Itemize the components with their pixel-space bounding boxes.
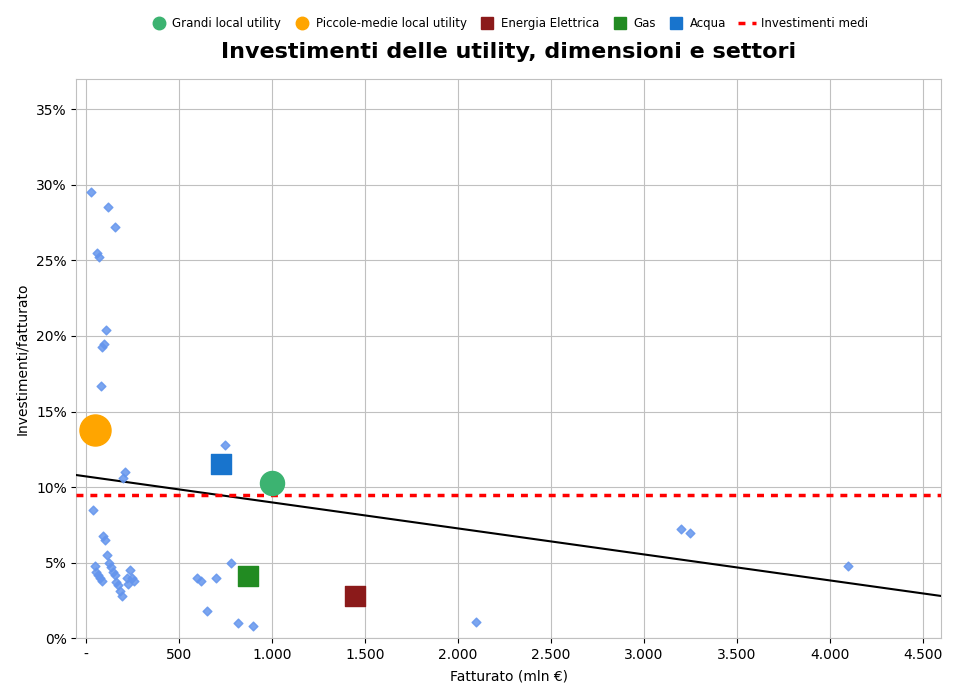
Point [112,586,128,597]
Point [99,325,114,336]
Point [264,477,279,488]
Point [841,560,856,572]
Point [121,579,136,590]
Point [123,565,138,576]
Point [84,187,99,198]
Y-axis label: Investimenti/fatturato: Investimenti/fatturato [15,283,29,435]
Point [230,618,246,629]
Point [114,591,130,602]
Point [127,575,142,586]
Point [94,575,109,586]
Legend: Grandi local utility, Piccole-medie local utility, Energia Elettrica, Gas, Acqua: Grandi local utility, Piccole-medie loca… [145,12,873,35]
Point [115,473,131,484]
Point [108,577,124,588]
Point [468,616,484,628]
Point [93,380,108,392]
Point [119,572,134,584]
Point [98,535,113,546]
Point [92,572,108,584]
Point [240,571,255,582]
Point [246,621,261,632]
Point [101,202,116,213]
Point [218,439,233,450]
Point [91,252,107,263]
Point [683,527,698,538]
Point [105,566,120,577]
Point [223,557,238,568]
Point [110,580,126,591]
Point [108,221,123,232]
Point [348,591,363,602]
Point [100,549,115,560]
Point [88,566,104,577]
Point [96,530,111,541]
Point [87,560,103,572]
Point [190,572,205,584]
Title: Investimenti delle utility, dimensioni e settori: Investimenti delle utility, dimensioni e… [222,42,797,62]
Point [117,466,132,477]
Point [214,459,229,470]
Point [208,572,224,584]
Point [97,338,112,349]
Point [125,572,140,584]
Point [103,562,118,573]
Point [102,557,117,568]
Point [199,606,214,617]
Point [90,570,106,581]
Point [95,341,110,352]
Point [673,524,688,535]
Point [85,504,101,515]
X-axis label: Fatturato (mln €): Fatturato (mln €) [450,669,568,683]
Point [107,570,122,581]
Point [193,575,208,586]
Point [87,424,103,436]
Point [89,247,105,258]
